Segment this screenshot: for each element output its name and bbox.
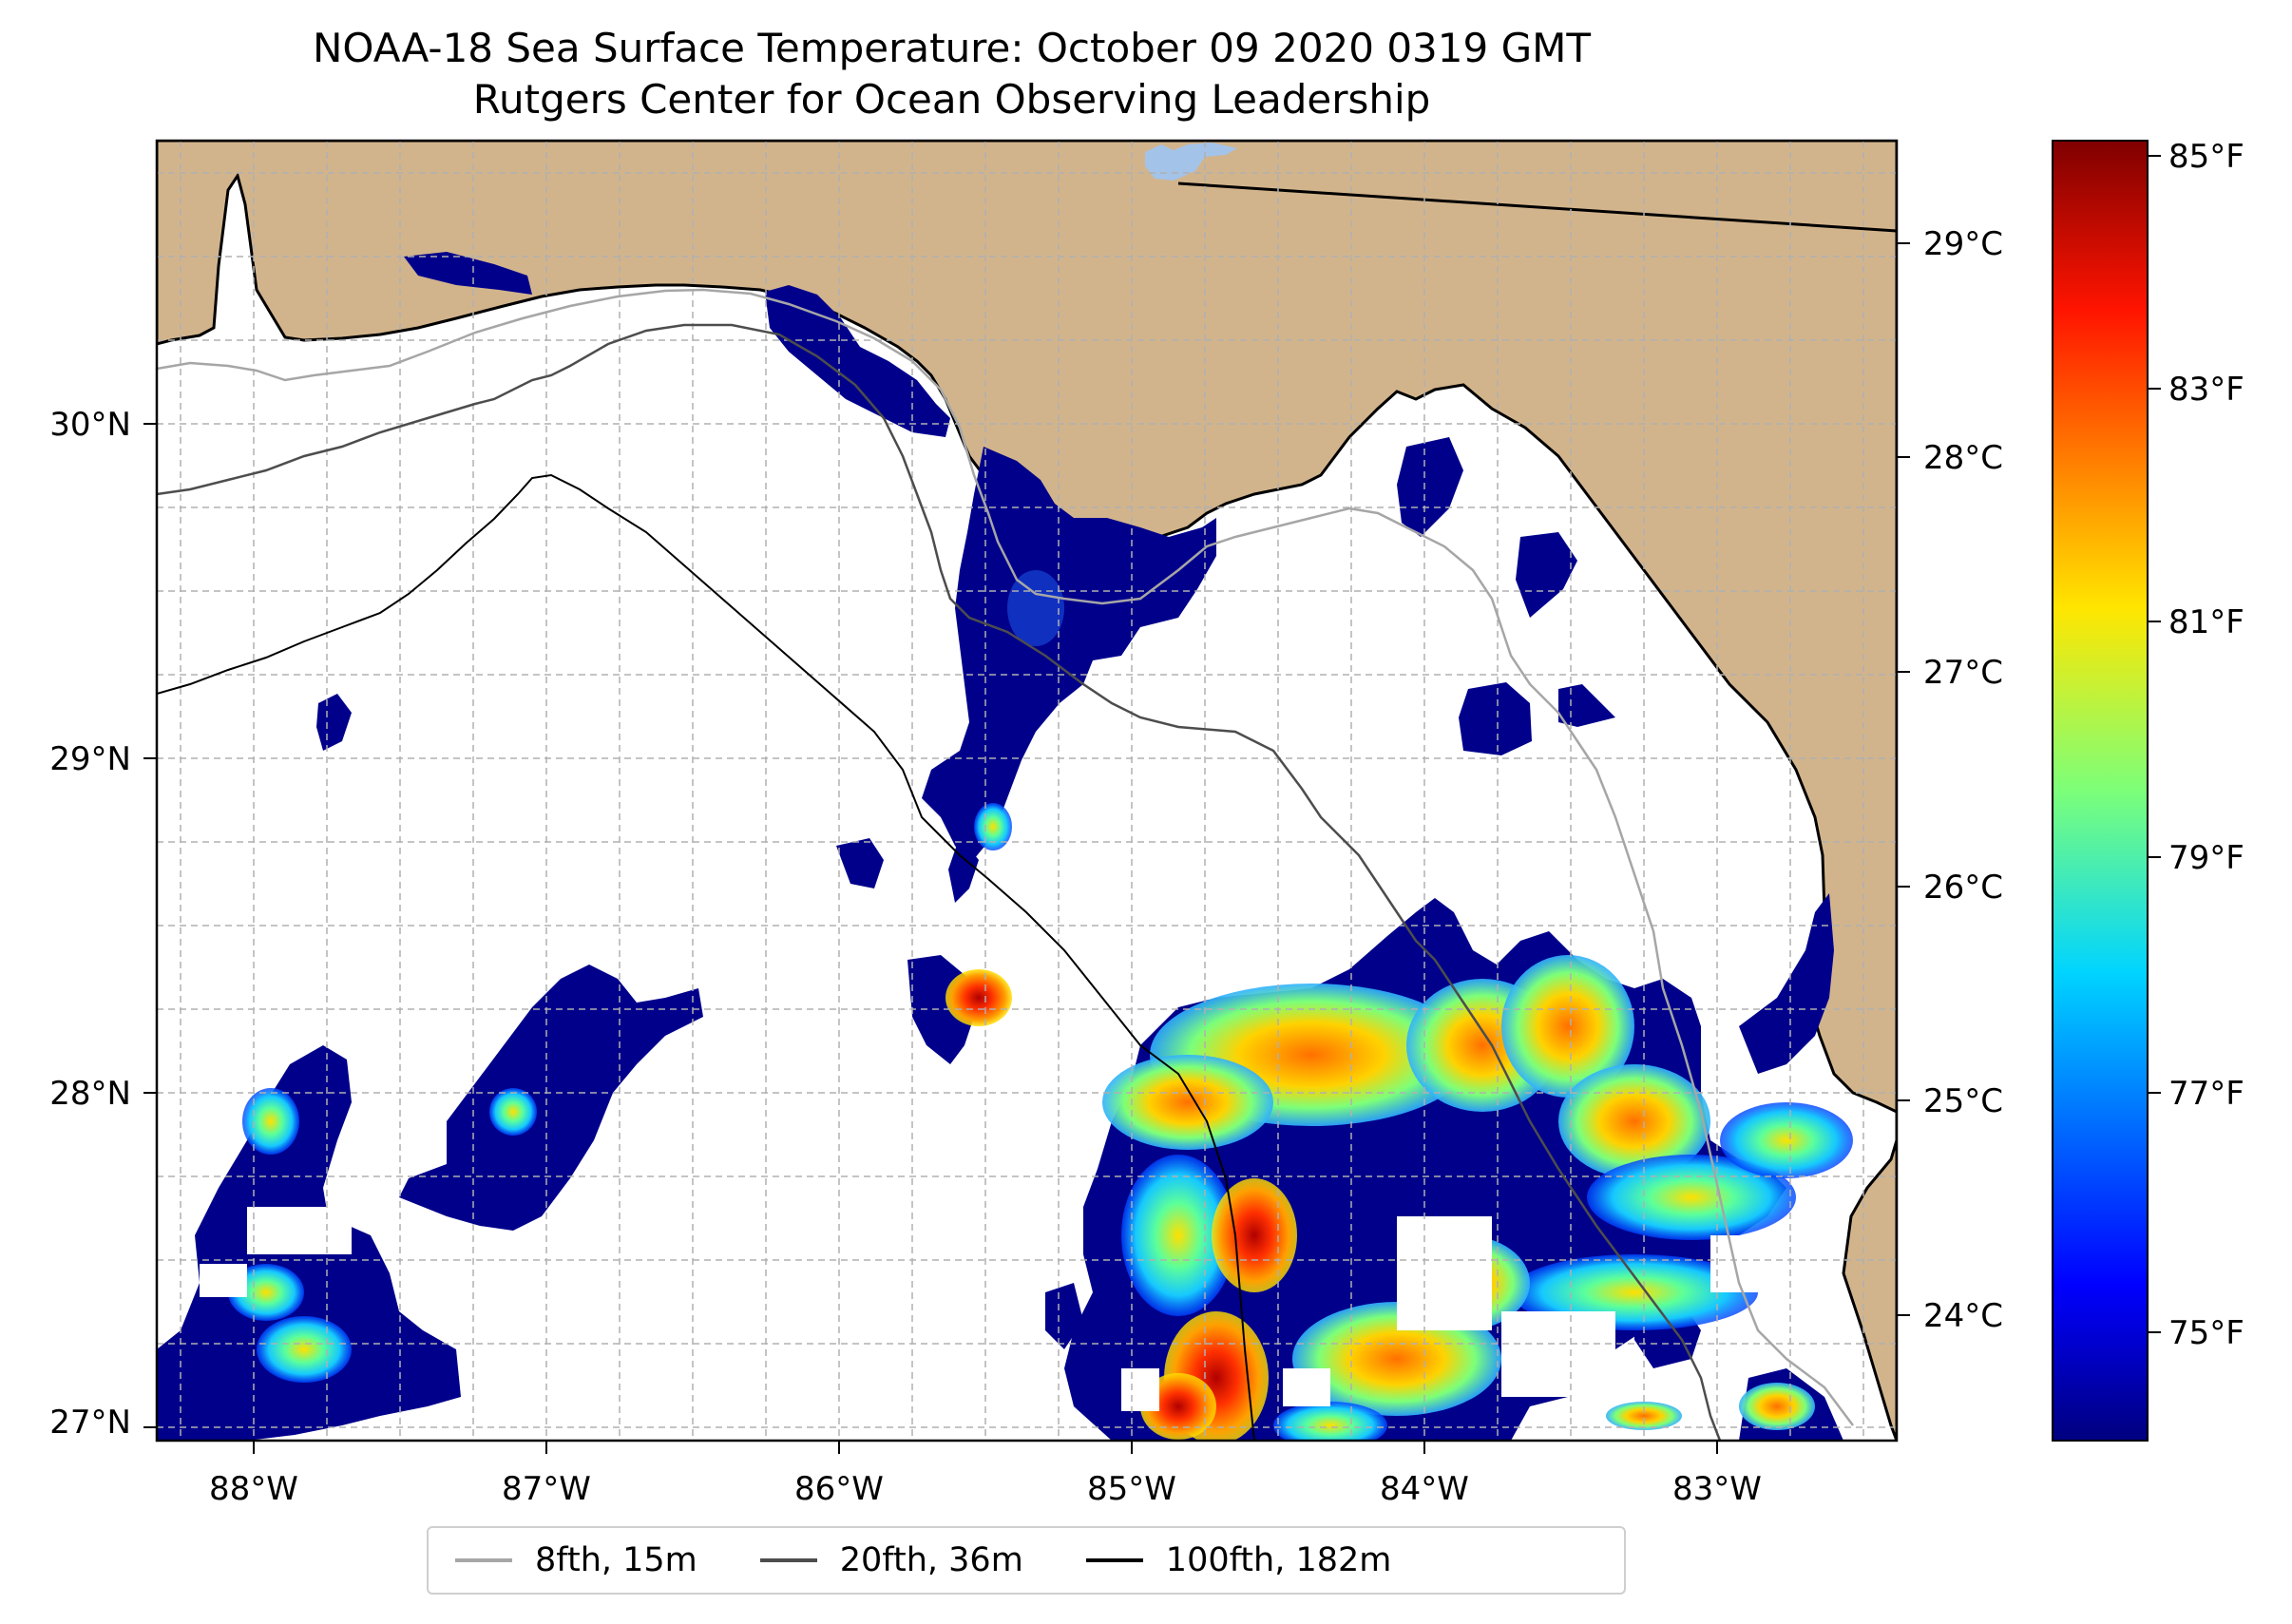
contour-legend: 8fth, 15m 20fth, 36m 100fth, 182m [427,1526,1626,1595]
colorbar-c-label: 25°C [1923,1082,2003,1120]
lon-tick-label: 83°W [1672,1470,1762,1508]
contour-20fth-36m [157,323,1722,1441]
contour-100fth-182m [157,473,1255,1441]
lat-tick-label: 28°N [49,1075,131,1113]
lake [1145,143,1237,181]
colorbar-f-label: 81°F [2168,603,2244,641]
legend-label-100fth: 100fth, 182m [1165,1541,1392,1579]
state-boundary [1177,182,1897,233]
legend-swatch-8fth [455,1558,512,1562]
legend-item-20fth: 20fth, 36m [734,1541,1023,1579]
colorbar-c-label: 27°C [1923,654,2003,692]
lon-tick-label: 88°W [209,1470,298,1508]
lon-tick-label: 87°W [502,1470,591,1508]
contour-8fth-15m [157,288,1854,1426]
legend-item-100fth: 100fth, 182m [1060,1541,1392,1579]
colorbar-f-label: 83°F [2168,371,2244,409]
lon-tick-label: 84°W [1380,1470,1469,1508]
legend-item-8fth: 8fth, 15m [429,1541,697,1579]
colorbar-c-label: 29°C [1923,225,2003,263]
legend-label-8fth: 8fth, 15m [535,1541,697,1579]
colorbar-c-label: 28°C [1923,439,2003,477]
legend-swatch-100fth [1085,1558,1143,1562]
gridlines [157,141,1897,1441]
colorbar [2052,140,2149,1442]
colorbar-f-label: 77°F [2168,1075,2244,1113]
chart-title-line1: NOAA-18 Sea Surface Temperature: October… [312,25,1592,71]
colorbar-ticks [2148,155,2161,1333]
legend-swatch-20fth [759,1558,817,1562]
colorbar-c-label: 24°C [1923,1297,2003,1335]
axis-ticks [143,423,1718,1454]
colorbar-c-label: 26°C [1923,869,2003,907]
land-mass [157,141,1897,1441]
map-frame [155,139,1899,1442]
lat-tick-label: 29°N [49,740,131,778]
colorbar-f-label: 85°F [2168,138,2244,176]
lon-tick-label: 85°W [1087,1470,1176,1508]
chart-title-line2: Rutgers Center for Ocean Observing Leade… [472,76,1431,123]
map-plot-area [157,141,1897,1441]
celsius-axis-ticks [1897,242,1910,1316]
lon-tick-label: 86°W [794,1470,884,1508]
colorbar-f-label: 79°F [2168,839,2244,877]
lat-tick-label: 27°N [49,1404,131,1442]
legend-label-20fth: 20fth, 36m [839,1541,1023,1579]
colorbar-f-label: 75°F [2168,1314,2244,1352]
lat-tick-label: 30°N [49,406,131,444]
